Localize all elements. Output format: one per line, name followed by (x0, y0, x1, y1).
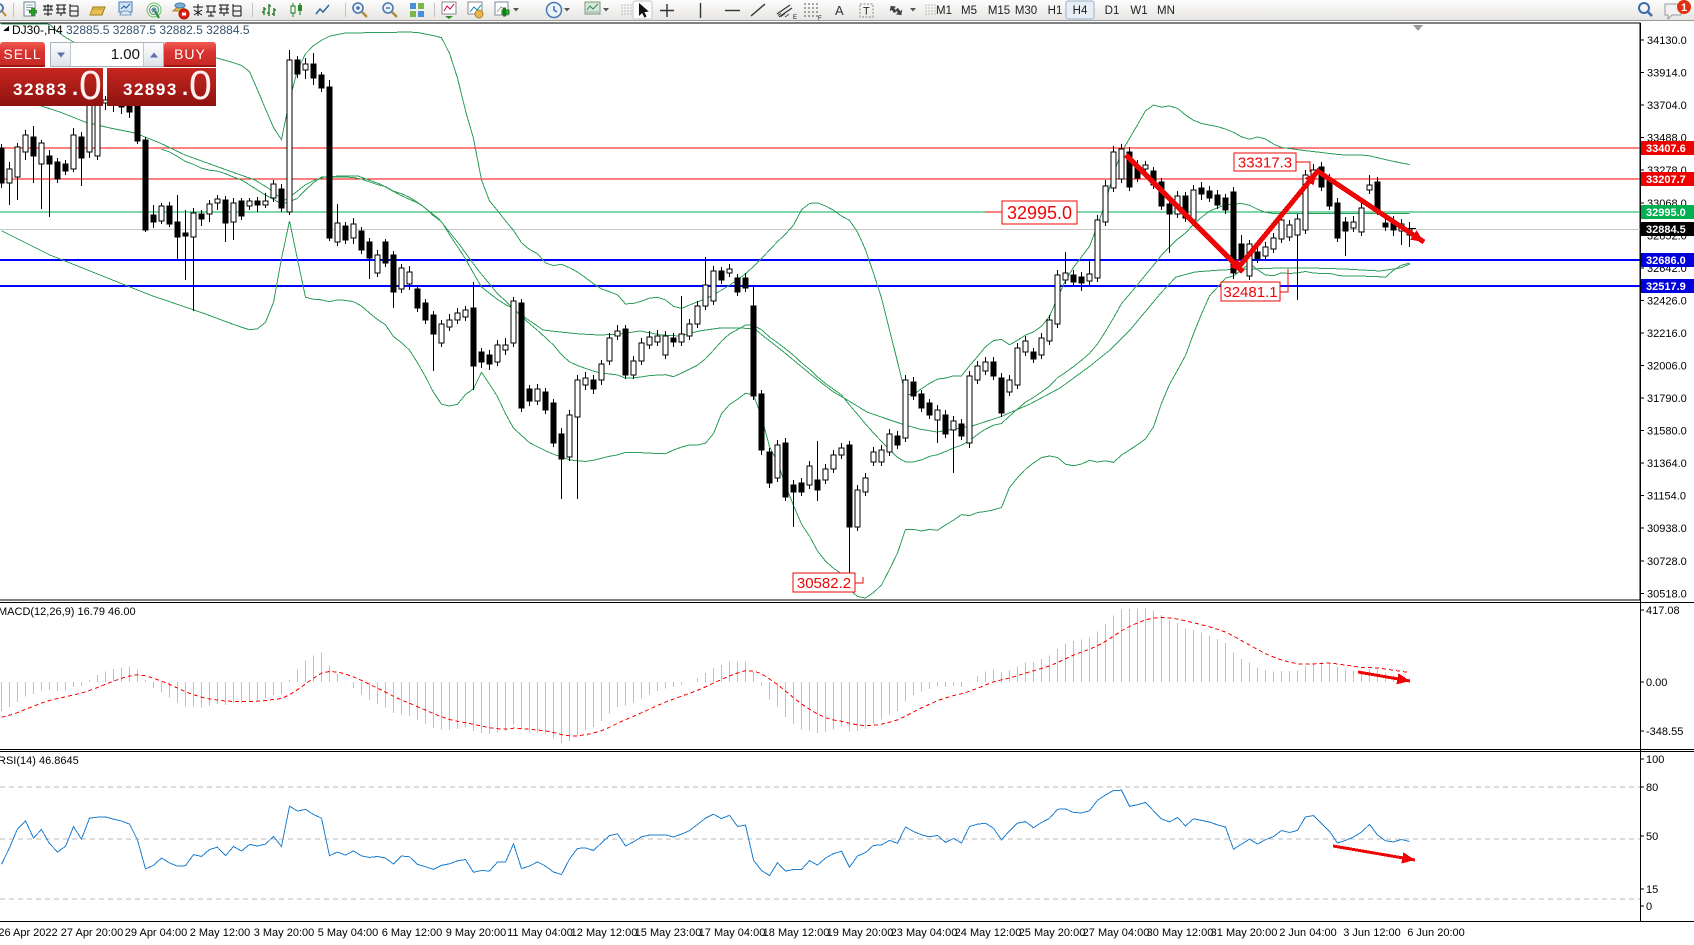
svg-text:D1: D1 (1105, 5, 1120, 17)
svg-text:80: 80 (1646, 782, 1658, 794)
svg-text:M15: M15 (988, 5, 1010, 17)
svg-text:31 May 20:00: 31 May 20:00 (1211, 927, 1278, 939)
svg-text:24 May 12:00: 24 May 12:00 (955, 927, 1022, 939)
svg-text:F: F (818, 16, 822, 21)
svg-text:12 May 12:00: 12 May 12:00 (571, 927, 638, 939)
svg-text:1: 1 (1681, 2, 1687, 14)
svg-text:2 Jun 04:00: 2 Jun 04:00 (1279, 927, 1337, 939)
svg-text:34130.0: 34130.0 (1647, 35, 1687, 47)
svg-text:30728.0: 30728.0 (1647, 556, 1687, 568)
svg-text:33704.0: 33704.0 (1647, 100, 1687, 112)
svg-text:15: 15 (1646, 884, 1658, 896)
svg-text:0: 0 (1646, 901, 1652, 913)
svg-text:29 Apr 04:00: 29 Apr 04:00 (125, 927, 187, 939)
svg-text:W1: W1 (1130, 5, 1147, 17)
svg-text:M30: M30 (1015, 5, 1037, 17)
svg-text:32426.0: 32426.0 (1647, 295, 1687, 307)
svg-text:31790.0: 31790.0 (1647, 393, 1687, 405)
svg-text:33317.3: 33317.3 (1238, 154, 1292, 171)
svg-text:50: 50 (1646, 831, 1658, 843)
svg-text:DJ30-,H4: DJ30-,H4 (12, 23, 63, 37)
svg-text:9 May 20:00: 9 May 20:00 (446, 927, 507, 939)
svg-text:32006.0: 32006.0 (1647, 361, 1687, 373)
svg-text:MACD(12,26,9) 16.79 46.00: MACD(12,26,9) 16.79 46.00 (0, 606, 136, 618)
svg-text:27 May 04:00: 27 May 04:00 (1083, 927, 1150, 939)
svg-text:31364.0: 31364.0 (1647, 458, 1687, 470)
svg-text:31154.0: 31154.0 (1647, 491, 1686, 503)
svg-text:M1: M1 (936, 5, 952, 17)
svg-text:6 Jun 20:00: 6 Jun 20:00 (1407, 927, 1465, 939)
svg-text:32686.0: 32686.0 (1646, 255, 1686, 267)
svg-text:23 May 04:00: 23 May 04:00 (891, 927, 958, 939)
svg-text:11 May 04:00: 11 May 04:00 (507, 927, 573, 939)
svg-text:32216.0: 32216.0 (1647, 328, 1687, 340)
svg-text:100: 100 (1646, 754, 1664, 766)
svg-text:32517.9: 32517.9 (1646, 281, 1686, 293)
svg-text:26 Apr 2022: 26 Apr 2022 (0, 927, 58, 939)
svg-text:27 Apr 20:00: 27 Apr 20:00 (61, 927, 123, 939)
svg-text:5 May 04:00: 5 May 04:00 (318, 927, 379, 939)
svg-text:32884.5: 32884.5 (1646, 224, 1686, 236)
svg-text:2 May 12:00: 2 May 12:00 (190, 927, 251, 939)
svg-text:6 May 12:00: 6 May 12:00 (382, 927, 443, 939)
svg-text:33207.7: 33207.7 (1646, 174, 1686, 186)
svg-text:32995.0: 32995.0 (1007, 203, 1072, 223)
svg-text:A: A (835, 3, 844, 18)
svg-text:32995.0: 32995.0 (1646, 207, 1686, 219)
svg-text:417.08: 417.08 (1646, 605, 1680, 617)
svg-text:30 May 12:00: 30 May 12:00 (1147, 927, 1214, 939)
svg-text:32885.5 32887.5 32882.5 32884.: 32885.5 32887.5 32882.5 32884.5 (66, 23, 250, 37)
svg-text:3 Jun 12:00: 3 Jun 12:00 (1343, 927, 1401, 939)
svg-text:18 May 12:00: 18 May 12:00 (763, 927, 830, 939)
svg-text:19 May 20:00: 19 May 20:00 (827, 927, 894, 939)
svg-text:17 May 04:00: 17 May 04:00 (699, 927, 766, 939)
svg-text:-348.55: -348.55 (1646, 726, 1683, 738)
svg-text:31580.0: 31580.0 (1647, 426, 1687, 438)
svg-text:33914.0: 33914.0 (1647, 68, 1687, 80)
svg-text:H1: H1 (1048, 5, 1063, 17)
svg-text:MN: MN (1157, 5, 1175, 17)
svg-text:M5: M5 (961, 5, 977, 17)
svg-text:30582.2: 30582.2 (797, 575, 851, 592)
svg-text:25 May 20:00: 25 May 20:00 (1019, 927, 1086, 939)
svg-text:15 May 23:00: 15 May 23:00 (635, 927, 702, 939)
svg-text:T: T (863, 6, 870, 18)
svg-text:3 May 20:00: 3 May 20:00 (254, 927, 315, 939)
svg-text:RSI(14) 46.8645: RSI(14) 46.8645 (0, 755, 79, 767)
svg-text:32481.1: 32481.1 (1223, 284, 1277, 301)
svg-text:33407.6: 33407.6 (1646, 143, 1686, 155)
svg-text:30518.0: 30518.0 (1647, 588, 1687, 600)
svg-text:30938.0: 30938.0 (1647, 523, 1687, 535)
svg-text:E: E (793, 15, 797, 21)
svg-text:0.00: 0.00 (1646, 677, 1667, 689)
svg-text:H4: H4 (1073, 5, 1088, 17)
